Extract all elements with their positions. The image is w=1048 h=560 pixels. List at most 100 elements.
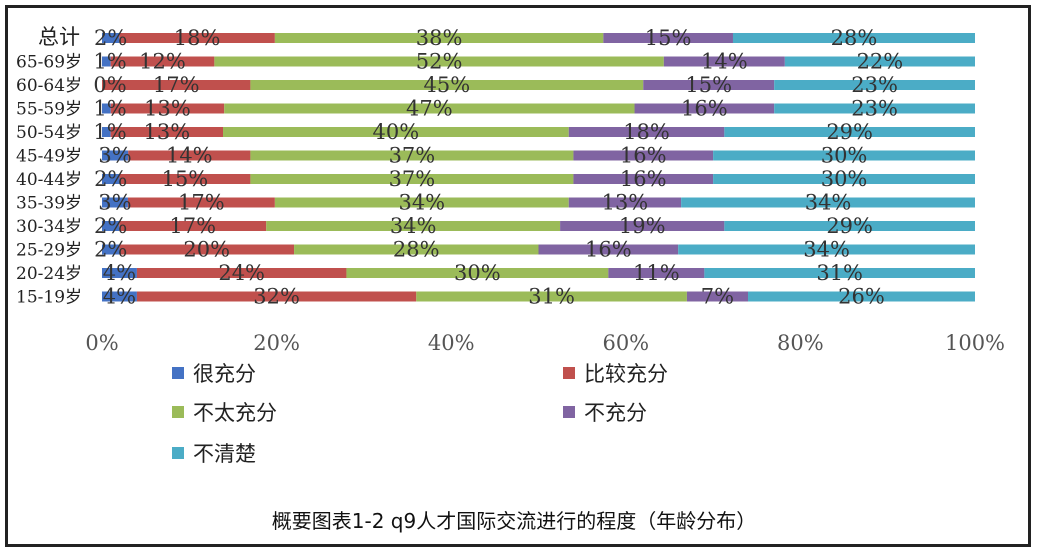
bar-segment-3 [416, 291, 687, 302]
bar-segment-3 [266, 221, 561, 231]
bar-segment-1 [102, 268, 137, 278]
legend-label: 比较充分 [584, 362, 668, 386]
bar-segment-5 [774, 80, 975, 90]
data-label: 2% [94, 214, 127, 238]
data-label: 1% [93, 120, 126, 144]
bar-segment-4 [686, 291, 749, 302]
bar-segment-4 [573, 174, 714, 184]
data-label: 29% [826, 214, 873, 238]
data-label: 7% [701, 285, 734, 309]
bar-segment-4 [573, 150, 714, 161]
data-label: 1% [93, 50, 126, 74]
legend-swatch [563, 406, 575, 418]
data-label: 31% [528, 285, 575, 309]
bar-segment-1 [102, 197, 128, 208]
bar-segment-5 [713, 150, 975, 161]
category-labels-layer: 总计 65-69岁 60-64岁 55-59岁 50-54岁 45-49岁 40-44岁 35… [16, 25, 82, 308]
bar-segment-2 [119, 244, 295, 255]
data-label: 15% [685, 73, 732, 97]
data-label: 37% [389, 167, 436, 191]
data-label: 12% [139, 50, 186, 74]
bar-segment-4 [643, 80, 775, 90]
bar-segment-4 [634, 103, 775, 114]
category-label: 25-29岁 [16, 241, 82, 261]
data-label: 34% [390, 214, 437, 238]
data-label: 47% [406, 97, 453, 121]
data-label: 23% [851, 97, 898, 121]
legend-swatch [563, 367, 575, 379]
data-label: 31% [816, 261, 863, 285]
category-label: 65-69岁 [16, 53, 82, 73]
bar-segment-3 [346, 268, 609, 278]
data-label: 3% [98, 191, 131, 215]
bar-segment-5 [732, 33, 975, 43]
data-label: 30% [821, 144, 868, 168]
legend-label: 不充分 [584, 401, 647, 425]
data-label: 13% [144, 97, 191, 121]
data-label: 17% [153, 73, 200, 97]
legend-swatch [172, 447, 184, 459]
x-tick-label: 40% [428, 331, 475, 355]
bar-segment-3 [214, 56, 664, 67]
bar-segment-5 [784, 56, 975, 67]
category-label: 30-34岁 [16, 217, 82, 237]
bar-segment-5 [681, 197, 975, 208]
data-label: 0% [93, 73, 126, 97]
data-label: 16% [620, 167, 667, 191]
bar-segment-3 [250, 80, 644, 90]
bar-segment-5 [724, 127, 975, 137]
bar-segment-1 [102, 56, 111, 67]
bar-segment-1 [102, 291, 137, 302]
data-label: 15% [162, 167, 209, 191]
bar-segment-5 [713, 174, 975, 184]
bar-segment-1 [102, 174, 120, 184]
legend-swatch [172, 367, 184, 379]
data-label: 14% [701, 50, 748, 74]
data-label: 22% [857, 50, 904, 74]
data-label: 19% [619, 214, 666, 238]
bar-segment-2 [102, 80, 251, 90]
data-label: 32% [253, 285, 300, 309]
category-label: 总计 [38, 25, 80, 49]
bar-segment-2 [110, 127, 224, 137]
bar-segment-3 [250, 150, 574, 161]
data-label: 20% [183, 238, 230, 262]
data-label: 13% [602, 191, 649, 215]
data-label: 18% [174, 26, 221, 50]
bar-segment-2 [127, 197, 275, 208]
bar-segment-5 [704, 268, 975, 278]
bar-segment-4 [608, 268, 705, 278]
data-label: 16% [620, 144, 667, 168]
chart-caption: 概要图表1-2 q9人才国际交流进行的程度（年龄分布） [272, 509, 756, 533]
x-tick-label: 0% [85, 331, 118, 355]
data-label: 2% [94, 167, 127, 191]
data-label: 37% [389, 144, 436, 168]
x-tick-label: 100% [945, 331, 1005, 355]
data-labels-layer: 2% 18% 38% 15% 28% 1% 12% 52% 14% 22% 0% 17% 45% 15% 2… [93, 26, 903, 309]
category-label: 55-59岁 [16, 100, 82, 120]
bar-segment-1 [102, 127, 111, 137]
legend-label: 不太充分 [193, 401, 277, 425]
category-label: 40-44岁 [16, 170, 82, 190]
bar-segment-4 [538, 244, 679, 255]
data-label: 15% [645, 26, 692, 50]
data-label: 18% [623, 120, 670, 144]
bar-segment-3 [250, 174, 574, 184]
x-axis-ticks-layer: 0% 20% 40% 60% 80% 100% [85, 331, 1005, 355]
data-label: 34% [398, 191, 445, 215]
bar-segment-4 [603, 33, 733, 43]
bar-segment-1 [102, 150, 129, 161]
bar-segment-3 [224, 103, 635, 114]
category-label: 60-64岁 [16, 76, 82, 96]
bar-segment-2 [119, 33, 275, 43]
data-label: 24% [218, 261, 265, 285]
bar-segment-2 [136, 268, 347, 278]
category-label: 20-24岁 [16, 264, 82, 284]
bar-segment-4 [568, 127, 725, 137]
bar-segment-2 [119, 221, 267, 231]
bar-segment-5 [774, 103, 975, 114]
bar-segment-2 [110, 103, 225, 114]
x-tick-label: 80% [777, 331, 824, 355]
data-label: 17% [178, 191, 225, 215]
data-label: 4% [103, 261, 136, 285]
